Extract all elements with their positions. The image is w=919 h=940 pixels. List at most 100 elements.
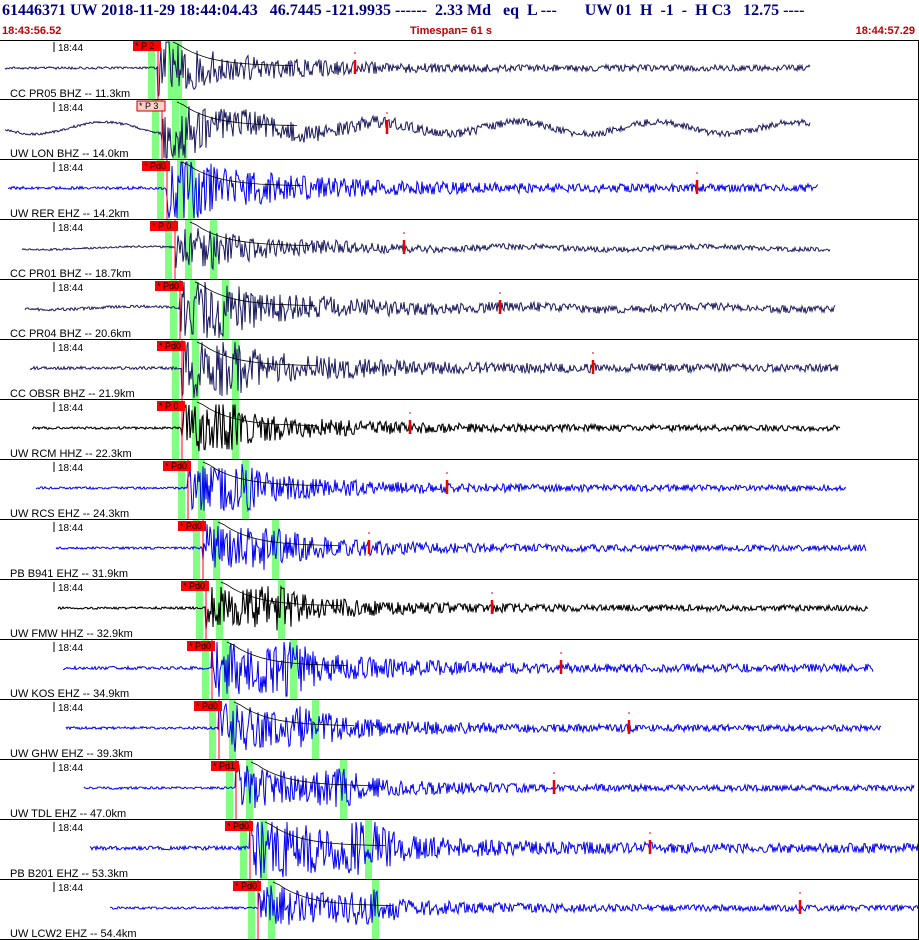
seismogram-panel[interactable]: * P 2 18:44 CC PR05 BHZ -- 11.3km * P 3 18:4… [0,40,919,940]
waveform [62,641,874,697]
pick-label: * Pd0 [189,641,211,651]
waveform [29,341,839,398]
time-tick-label: 18:44 [58,703,83,714]
trace-row[interactable]: * Pd0 18:44 UW KOS EHZ -- 34.9km [0,640,919,700]
pick-box[interactable] [142,161,170,171]
window-marker [178,460,185,520]
window-marker [213,520,220,580]
pick-label: * Pd1 [213,761,235,771]
coda-curve [172,41,294,66]
trace-row[interactable]: * Pd0 18:44 CC PR04 BHZ -- 20.6km [0,280,919,340]
window-marker [148,40,155,100]
trace-row[interactable]: * Pd0 18:44 CC OBSR BHZ -- 21.9km [0,340,919,400]
pick-label: * P 0 [152,221,171,231]
trace-row[interactable]: * Pd0 18:44 UW RER EHZ -- 14.2km [0,160,919,220]
time-tick-label: 18:44 [58,883,83,894]
trace-row[interactable]: * P 0 18:44 UW RCM HHZ -- 22.3km [0,400,919,460]
coda-curve [217,521,339,546]
trace-row[interactable]: * P 0 18:44 CC PR01 BHZ -- 18.7km [0,220,919,280]
waveform [57,585,869,631]
pick-box[interactable] [181,581,209,591]
time-tick-label: 18:44 [58,463,83,474]
time-tick-label: 18:44 [58,643,83,654]
pick-label: * Pd0 [227,821,249,831]
pick-label: * Pd0 [235,881,257,891]
window-marker [172,400,179,460]
trace-row[interactable]: * Pd0 18:44 PB B201 EHZ -- 53.3km [0,820,919,880]
waveform [21,228,831,271]
pick-box[interactable] [136,100,166,112]
time-tick-label: 18:44 [58,103,83,114]
trace-row[interactable]: * Pd0 18:44 UW LCW2 EHZ -- 54.4km [0,880,919,940]
window-end-time: 18:44:57.29 [855,25,915,37]
station-label: PB B941 EHZ -- 31.9km [10,568,128,580]
station-label: UW RCS EHZ -- 24.3km [10,508,129,520]
waveform [89,820,919,879]
window-marker [193,520,200,580]
coda-curve [181,161,303,186]
trace-row[interactable]: * Pd0 18:44 UW GHW EHZ -- 39.3km [0,700,919,760]
trace-row[interactable]: * P 2 18:44 CC PR05 BHZ -- 11.3km [0,40,919,100]
timespan-label: Timespan= 61 s [410,25,493,37]
window-marker [209,700,216,760]
trace-row[interactable]: * Pd0 18:44 UW FMW HHZ -- 32.9km [0,580,919,640]
pick-box[interactable] [211,761,239,771]
window-marker [172,100,179,160]
window-marker [340,760,347,820]
pick-box[interactable] [157,341,185,351]
window-marker [152,100,159,160]
window-marker [192,340,199,400]
coda-curve [194,281,316,306]
time-tick-label: 18:44 [58,523,83,534]
pick-label: * P 2 [135,41,154,51]
pick-label: * Pd0 [180,521,202,531]
window-marker [242,460,249,520]
window-marker [185,220,192,280]
waveform [55,524,867,570]
coda-curve [196,341,318,366]
window-marker [198,460,205,520]
coda-curve [250,761,372,786]
waveform [110,885,919,925]
waveform [24,281,836,339]
window-marker [170,280,177,340]
waveform [31,404,841,452]
window-marker [226,760,233,820]
pick-box[interactable] [233,881,261,891]
window-marker [202,640,209,700]
window-marker [222,280,229,340]
pick-box[interactable] [150,221,178,231]
station-label: UW GHW EHZ -- 39.3km [10,748,133,760]
trace-row[interactable]: * Pd0 18:44 UW RCS EHZ -- 24.3km [0,460,919,520]
station-label: UW RER EHZ -- 14.2km [10,208,129,220]
pick-label: * Pd0 [196,701,218,711]
pick-label: * Pd0 [157,281,179,291]
station-label: UW TDL EHZ -- 47.0km [10,808,126,820]
window-marker [232,340,239,400]
coda-curve [176,101,298,126]
time-tick-label: 18:44 [58,163,83,174]
pick-label: * P 0 [159,401,178,411]
pick-box[interactable] [133,41,161,51]
pick-box[interactable] [163,461,191,471]
pick-label: * P 3 [139,101,158,111]
pick-box[interactable] [194,701,222,711]
waveform [7,161,819,219]
coda-curve [189,221,311,246]
pick-box[interactable] [187,641,215,651]
pick-box[interactable] [157,401,185,411]
pick-box[interactable] [225,821,253,831]
coda-curve [233,701,355,726]
coda-curve [220,581,342,606]
time-tick-label: 18:44 [58,283,83,294]
pick-label: * Pd0 [159,341,181,351]
trace-row[interactable]: * Pd1 18:44 UW TDL EHZ -- 47.0km [0,760,919,820]
window-marker [172,340,179,400]
trace-row[interactable]: * Pd0 18:44 PB B941 EHZ -- 31.9km [0,520,919,580]
time-tick-label: 18:44 [58,343,83,354]
trace-row[interactable]: * P 3 18:44 UW LON BHZ -- 14.0km [0,100,919,160]
station-label: PB B201 EHZ -- 53.3km [10,868,128,880]
window-marker [278,580,285,640]
pick-box[interactable] [155,281,183,291]
pick-box[interactable] [178,521,206,531]
